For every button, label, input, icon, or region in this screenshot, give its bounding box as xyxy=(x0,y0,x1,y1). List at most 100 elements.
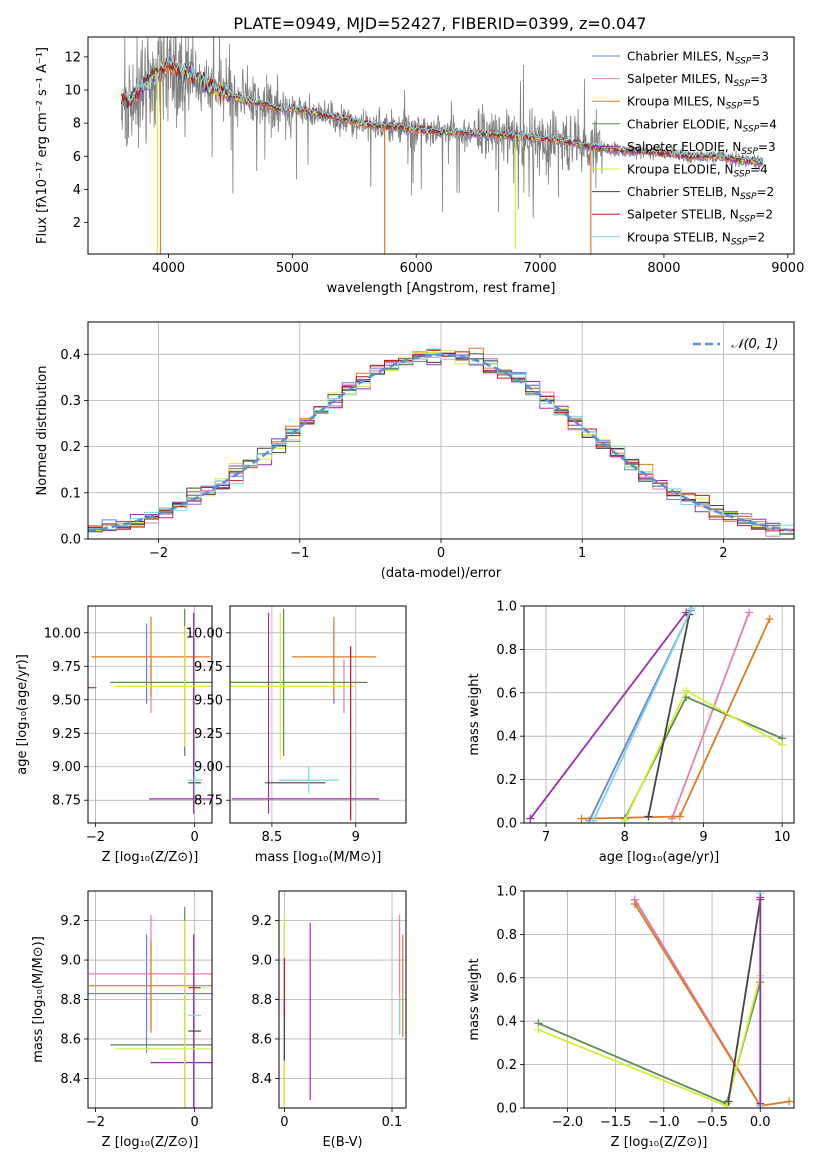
legend-entry: Kroupa MILES, NSSP=5 xyxy=(627,95,760,112)
x-tick-label: 8000 xyxy=(647,261,680,276)
y-tick-label: 0.6 xyxy=(496,971,517,986)
x-tick-label: 9000 xyxy=(771,261,804,276)
x-axis-label: Z [log₁₀(Z/Z⊙)] xyxy=(611,1135,708,1150)
x-axis-label: E(B-V) xyxy=(322,1135,362,1150)
mass-weight-line xyxy=(529,611,687,820)
mass-weight-line xyxy=(671,612,750,820)
y-tick-label: 0.4 xyxy=(496,730,517,745)
y-tick-label: 0.6 xyxy=(496,686,517,701)
y-tick-label: 2 xyxy=(73,216,81,231)
mass-weight-marker xyxy=(620,816,629,823)
y-tick-label: 9.2 xyxy=(251,914,272,929)
y-tick-label: 8.8 xyxy=(60,993,81,1008)
spectrum-plot xyxy=(120,37,764,254)
y-tick-label: 1.0 xyxy=(496,885,517,900)
legend-entry: Salpeter ELODIE, NSSP=3 xyxy=(627,140,776,157)
y-axis-label: Flux [fλ10⁻¹⁷ erg cm⁻² s⁻¹ A⁻¹] xyxy=(35,47,50,244)
x-tick-label: 1 xyxy=(578,546,586,561)
mass-vs-EBV-plot xyxy=(283,914,404,1108)
legend-entry: Kroupa ELODIE, NSSP=4 xyxy=(627,163,768,180)
y-tick-label: 0.2 xyxy=(60,440,81,455)
x-tick-label: 10 xyxy=(774,830,791,845)
y-tick-label: 12 xyxy=(64,50,81,65)
y-tick-label: 0.4 xyxy=(496,1015,517,1030)
y-tick-label: 8.4 xyxy=(60,1072,81,1087)
spectrum-axes: 4000 5000 6000 7000 8000 9000 2 4 6 8 10 12 waveleng… xyxy=(35,47,804,296)
y-tick-label: 1.0 xyxy=(496,600,517,615)
y-axis-label: age [log₁₀(age/yr)] xyxy=(15,654,30,775)
mass-weight-marker xyxy=(687,606,696,613)
age-vs-Z-plot xyxy=(88,608,212,814)
y-tick-label: 0.2 xyxy=(496,1058,517,1073)
y-tick-label: 0.2 xyxy=(496,773,517,788)
y-tick-label: 4 xyxy=(73,183,81,198)
y-tick-label: 9.50 xyxy=(194,693,223,708)
residuals-plot xyxy=(88,347,794,537)
y-axis-label: mass weight xyxy=(467,958,482,1040)
y-tick-label: 10 xyxy=(64,84,81,99)
chart-layer: 4000 5000 6000 7000 8000 900024681012waveleng… xyxy=(15,36,804,1150)
y-tick-label: 0.8 xyxy=(496,928,517,943)
x-tick-label: 8 xyxy=(621,830,629,845)
legend-entry: 𝒩(0, 1) xyxy=(731,337,778,352)
y-axis-label: mass weight xyxy=(467,673,482,755)
mass-weight-marker xyxy=(765,615,774,624)
x-tick-label: −1.0 xyxy=(648,1115,680,1130)
x-tick-label: 9 xyxy=(352,830,360,845)
legend-entry: Chabrier MILES, NSSP=3 xyxy=(627,50,769,67)
mass-weight-marker xyxy=(577,814,586,823)
x-tick-label: 4000 xyxy=(152,261,185,276)
y-tick-label: 9.75 xyxy=(194,660,223,675)
y-tick-label: 9.75 xyxy=(52,660,81,675)
legend-entry: Salpeter MILES, NSSP=3 xyxy=(627,72,768,89)
x-tick-label: 0 xyxy=(280,1115,288,1130)
mass-weight-line xyxy=(538,975,762,1108)
x-tick-label: 0.1 xyxy=(382,1115,403,1130)
mass-weight-marker xyxy=(778,740,787,749)
mass-weight-line xyxy=(727,899,762,1102)
y-tick-label: 9.0 xyxy=(251,954,272,969)
mass-weight-line xyxy=(647,614,691,817)
age-vs-mass-axes: 8.5 9 8.75 9.00 9.25 9.50 9.75 10.00 mass [log₁₀… xyxy=(186,606,406,865)
y-tick-label: 8.6 xyxy=(251,1032,272,1047)
y-tick-label: 8.75 xyxy=(194,794,223,809)
x-tick-label: 0 xyxy=(190,830,198,845)
legend-entry: Salpeter STELIB, NSSP=2 xyxy=(627,208,773,225)
legend-entry: Chabrier STELIB, NSSP=2 xyxy=(627,185,774,202)
x-tick-label: 9 xyxy=(699,830,707,845)
x-axis-label: Z [log₁₀(Z/Z⊙)] xyxy=(102,1135,199,1150)
y-tick-label: 9.25 xyxy=(52,727,81,742)
mass-vs-EBV-frame xyxy=(278,890,407,1109)
mass-weight-line xyxy=(592,607,693,822)
mass-vs-EBV-axes: 0 0.1 8.4 8.6 8.8 9.0 9.2 E(B-V) xyxy=(251,891,406,1150)
mass-weight-marker xyxy=(756,893,765,902)
x-tick-label: −2 xyxy=(86,1115,105,1130)
age-vs-mass-frame xyxy=(229,605,407,824)
y-tick-label: 10.00 xyxy=(186,626,223,641)
model-spectrum-line xyxy=(121,55,763,164)
mass-weight-marker xyxy=(682,686,691,695)
y-axis-label: Normed distribution xyxy=(35,366,50,496)
x-axis-label: (data-model)/error xyxy=(381,566,502,581)
x-tick-label: −1 xyxy=(290,546,309,561)
x-tick-label: −2 xyxy=(149,546,168,561)
x-tick-label: −2 xyxy=(86,830,105,845)
x-tick-label: 5000 xyxy=(276,261,309,276)
y-tick-label: 0.0 xyxy=(496,817,517,832)
x-tick-label: −2.0 xyxy=(552,1115,584,1130)
weight-vs-age-axes: 7 8 9 10 0.0 0.2 0.4 0.6 0.8 1.0 age [log₁₀(age/yr… xyxy=(467,600,794,865)
y-tick-label: 0.4 xyxy=(60,348,81,363)
x-tick-label: 7 xyxy=(542,830,550,845)
mass-weight-marker xyxy=(644,812,653,821)
age-vs-Z-frame xyxy=(87,605,213,824)
y-tick-label: 9.25 xyxy=(194,727,223,742)
mass-vs-Z-axes: −2 0 8.4 8.6 8.8 9.0 9.2 Z [log₁₀(Z/Z⊙)] mass [l… xyxy=(31,891,212,1150)
legend-entry: Chabrier ELODIE, NSSP=4 xyxy=(627,117,777,134)
mass-vs-Z-frame xyxy=(87,890,213,1109)
y-tick-label: 0.1 xyxy=(60,486,81,501)
x-tick-label: 6000 xyxy=(400,261,433,276)
x-tick-label: 0.0 xyxy=(750,1115,771,1130)
y-tick-label: 9.2 xyxy=(60,914,81,929)
page-title: PLATE=0949, MJD=52427, FIBERID=0399, z=0… xyxy=(233,14,646,33)
x-tick-label: −1.5 xyxy=(600,1115,632,1130)
